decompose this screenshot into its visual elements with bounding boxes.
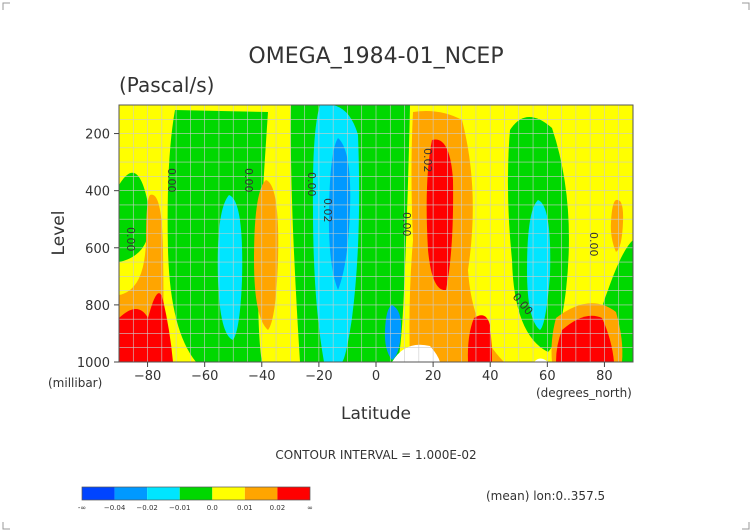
green-region — [167, 110, 268, 362]
legend-label: −0.02 — [136, 504, 157, 512]
contour-label: 0.00 — [587, 232, 600, 257]
orange-region — [610, 199, 624, 252]
legend-swatch — [114, 487, 148, 500]
y-tick-label: 1000 — [77, 356, 110, 371]
legend-frame — [81, 486, 311, 501]
x-tick-label: 80 — [596, 369, 613, 384]
y-tick-label: 600 — [85, 242, 110, 257]
white-region — [392, 344, 440, 362]
red-region — [467, 315, 492, 362]
y-tick-label: 800 — [85, 299, 110, 314]
contour-label: 0.00 — [400, 212, 413, 237]
legend-label: 0.02 — [270, 504, 286, 512]
legend-label: −0.01 — [169, 504, 190, 512]
legend-swatch — [212, 487, 245, 500]
footer-note: (mean) lon:0..357.5 — [486, 489, 605, 503]
x-tick-label: −20 — [305, 369, 332, 384]
y-tick-label: 400 — [85, 185, 110, 200]
x-tick-label: 60 — [539, 369, 556, 384]
legend-label: ∞ — [307, 504, 313, 512]
legend-label: -∞ — [78, 504, 86, 512]
x-axis: −80 −60 −40 −20 0 20 40 60 80 — [134, 362, 613, 384]
grid-lines — [118, 104, 634, 363]
orange-region — [254, 180, 279, 330]
white-region — [534, 358, 548, 362]
x-tick-label: 40 — [482, 369, 499, 384]
x-axis-label: Latitude — [341, 404, 411, 424]
legend-label: 0.0 — [207, 504, 218, 512]
x-tick-label: −40 — [248, 369, 275, 384]
y-tick-label: 200 — [85, 128, 110, 143]
cyan-region — [217, 195, 243, 340]
blue-region — [328, 138, 351, 290]
legend-label: 0.01 — [237, 504, 253, 512]
legend-swatch — [244, 487, 278, 500]
contour-label: 0.02 — [421, 148, 434, 173]
red-region — [119, 293, 173, 362]
contour-label: 0.00 — [242, 168, 255, 193]
legend-swatch — [179, 487, 213, 500]
x-unit-label: (degrees_north) — [536, 386, 632, 400]
legend-swatch — [147, 487, 180, 500]
y-axis: 200 400 600 800 1000 — [77, 128, 119, 371]
chart-subtitle: (Pascal/s) — [119, 73, 214, 97]
x-tick-label: −80 — [134, 369, 161, 384]
legend-label: −0.04 — [104, 504, 126, 512]
legend-swatch — [277, 487, 310, 500]
green-region — [119, 172, 151, 262]
x-tick-label: 0 — [372, 369, 380, 384]
contour-label: 0.00 — [165, 168, 178, 193]
contour-label: 0.00 — [124, 227, 137, 252]
x-tick-label: −60 — [191, 369, 218, 384]
x-tick-label: 20 — [425, 369, 442, 384]
contour-interval-note: CONTOUR INTERVAL = 1.000E-02 — [275, 448, 476, 462]
y-unit-label: (millibar) — [48, 376, 102, 390]
color-legend: -∞ −0.04 −0.02 −0.01 0.0 0.01 0.02 ∞ — [78, 486, 313, 512]
blue-region — [384, 305, 402, 360]
legend-swatch — [82, 487, 115, 500]
chart-title: OMEGA_1984-01_NCEP — [248, 44, 503, 69]
red-region — [556, 315, 614, 362]
y-axis-label: Level — [49, 211, 69, 256]
contour-label: 0.00 — [305, 172, 318, 197]
contour-label: 0.02 — [321, 198, 334, 223]
